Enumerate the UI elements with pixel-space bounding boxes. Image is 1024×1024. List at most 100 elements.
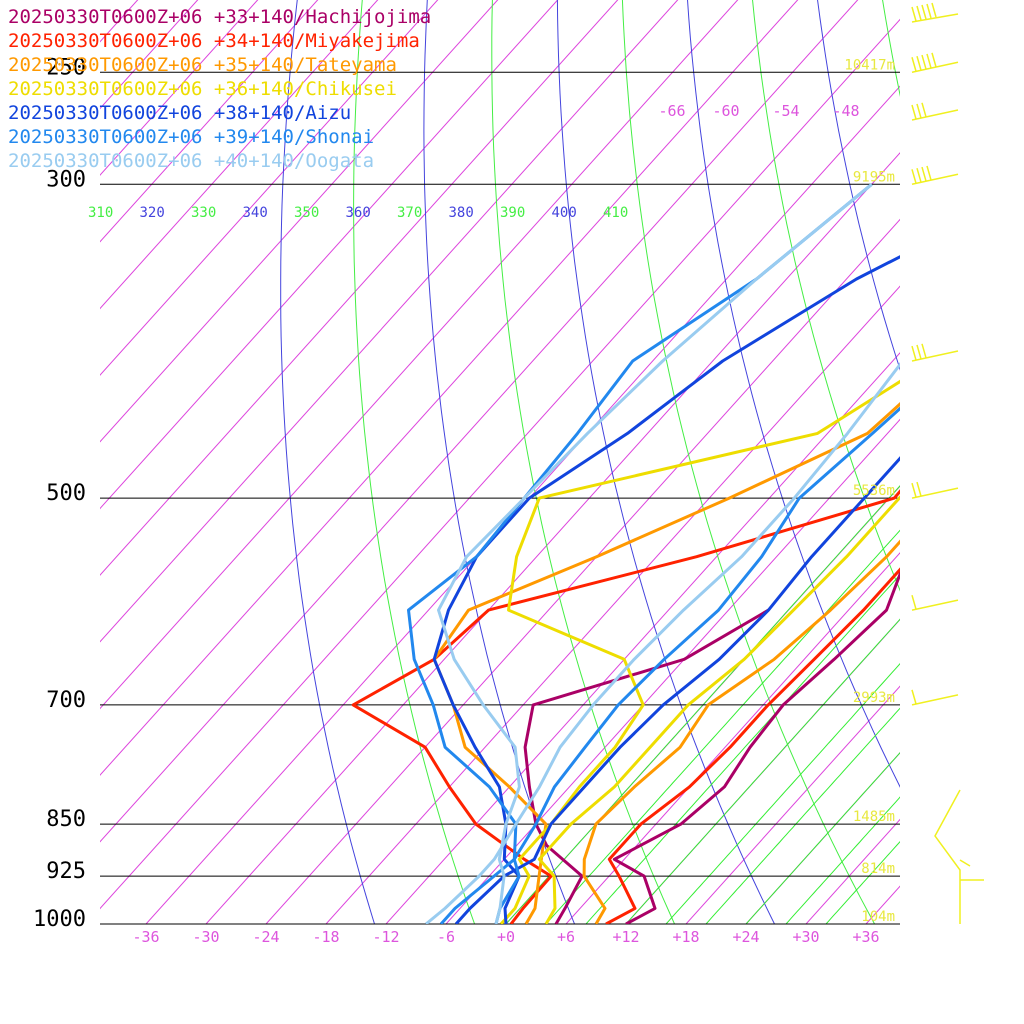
dewpoint-profile — [437, 183, 873, 924]
isotherm-line — [100, 0, 679, 643]
dry-adiabat-line — [817, 0, 900, 371]
legend-entry: 20250330T0600Z+06 +40+140/Oogata — [8, 150, 374, 172]
dry-adiabat-line — [280, 0, 376, 924]
pressure-tick-label: 700 — [46, 688, 86, 713]
moist-adiabat-line — [665, 663, 900, 924]
dry-adiabat-line — [621, 0, 876, 924]
theta-label: 370 — [397, 205, 422, 221]
wind-barb-flag — [911, 104, 917, 120]
wind-barb-flag — [921, 102, 927, 118]
height-label: 814m — [861, 861, 895, 877]
theta-label: 380 — [449, 205, 474, 221]
moist-adiabat-line — [785, 796, 900, 924]
moist-adiabat-line — [625, 618, 900, 924]
isotherm-line — [265, 218, 900, 924]
dewpoint-profile — [523, 608, 770, 924]
moist-adiabat-line — [545, 529, 900, 924]
isotherm-line — [385, 352, 900, 924]
temperature-profile — [582, 539, 900, 924]
wind-barb — [911, 487, 959, 499]
temperature-tick-label: -30 — [192, 928, 219, 946]
theta-label: 410 — [603, 205, 628, 221]
wind-barb-flag — [916, 5, 922, 21]
wind-barb — [911, 599, 959, 611]
legend-entry: 20250330T0600Z+06 +33+140/Hachijojima — [8, 6, 431, 28]
temperature-profile — [612, 569, 900, 924]
legend-entry: 20250330T0600Z+06 +38+140/Aizu — [8, 102, 351, 124]
theta-label: 330 — [191, 205, 216, 221]
dry-adiabat-line — [353, 0, 476, 924]
wind-barb-flag — [916, 167, 922, 183]
pressure-tick-label: 1000 — [33, 907, 86, 932]
height-label: 9195m — [853, 169, 895, 185]
isotherm-line — [959, 0, 1024, 954]
isotherm-line — [100, 18, 900, 910]
wind-barb-flag — [926, 165, 932, 181]
theta-label: 400 — [552, 205, 577, 221]
temperature-tick-label: -12 — [372, 928, 399, 946]
wind-barb-flag — [916, 103, 922, 119]
temperature-tick-label: +36 — [852, 928, 879, 946]
axis-labels: 100150200250300500700850925100016160m136… — [33, 55, 895, 946]
pressure-tick-label: 300 — [46, 167, 86, 192]
wind-barb-flag — [911, 594, 917, 610]
wind-barb-flag — [926, 3, 932, 19]
dry-adiabat-line — [910, 0, 1024, 954]
pressure-tick-label: 850 — [46, 807, 86, 832]
height-label: 5536m — [853, 483, 895, 499]
temperature-tick-label: +12 — [612, 928, 639, 946]
dewpoint-profile — [407, 183, 873, 924]
pressure-tick-label: 500 — [46, 481, 86, 506]
temperature-tick-label: -36 — [132, 928, 159, 946]
upper-temperature-label: -66 — [658, 102, 685, 120]
wind-barb-flag — [921, 343, 927, 359]
wind-barb — [911, 61, 959, 73]
wind-barb-flag — [926, 53, 932, 69]
dewpoint-profile — [432, 255, 900, 924]
upper-temperature-label: -60 — [712, 102, 739, 120]
wind-barb-flag — [911, 6, 917, 22]
temperature-tick-label: +30 — [792, 928, 819, 946]
temperature-tick-label: +0 — [497, 928, 515, 946]
temperature-tick-label: -18 — [312, 928, 339, 946]
temperature-profile — [425, 362, 900, 924]
wind-barb-flag — [916, 344, 922, 360]
isotherm-line — [445, 418, 900, 924]
isotherm-line — [805, 818, 900, 924]
upper-temperature-label: -48 — [832, 102, 859, 120]
pressure-tick-label: 250 — [46, 55, 86, 80]
dry-adiabat-line — [491, 0, 676, 924]
legend-entry: 20250330T0600Z+06 +39+140/Shonai — [8, 126, 374, 148]
isotherm-line — [325, 285, 900, 924]
temperature-profile — [439, 406, 900, 924]
wind-barbs — [911, 2, 984, 924]
theta-label: 340 — [243, 205, 268, 221]
wind-barb-flag — [921, 4, 927, 20]
theta-label: 310 — [88, 205, 113, 221]
wind-barb — [911, 13, 959, 23]
wind-barb-flag — [911, 57, 917, 72]
dry-adiabat-line — [556, 0, 776, 924]
wind-barb-flag — [911, 169, 917, 184]
isotherm-line — [100, 0, 739, 710]
moist-adiabat-line — [585, 574, 900, 924]
pressure-tick-label: 925 — [46, 859, 86, 884]
profiles — [351, 183, 900, 924]
height-label: 10417m — [844, 57, 895, 73]
dry-adiabat-line — [687, 0, 900, 788]
legend-entry: 20250330T0600Z+06 +34+140/Miyakejima — [8, 30, 420, 52]
temperature-tick-label: +6 — [557, 928, 575, 946]
isotherm-line — [100, 0, 799, 776]
height-label: 2993m — [853, 690, 895, 706]
temperature-profile — [537, 495, 900, 924]
isotherm-line — [100, 0, 859, 843]
theta-label: 360 — [346, 205, 371, 221]
isotherm-line — [145, 85, 900, 924]
temperature-profile — [454, 456, 900, 924]
dry-adiabat-line — [963, 0, 1024, 954]
wind-barb-flag — [931, 2, 937, 18]
wind-barb-flag — [931, 52, 937, 68]
temperature-profile — [605, 567, 900, 924]
isotherm-line — [899, 0, 1024, 954]
